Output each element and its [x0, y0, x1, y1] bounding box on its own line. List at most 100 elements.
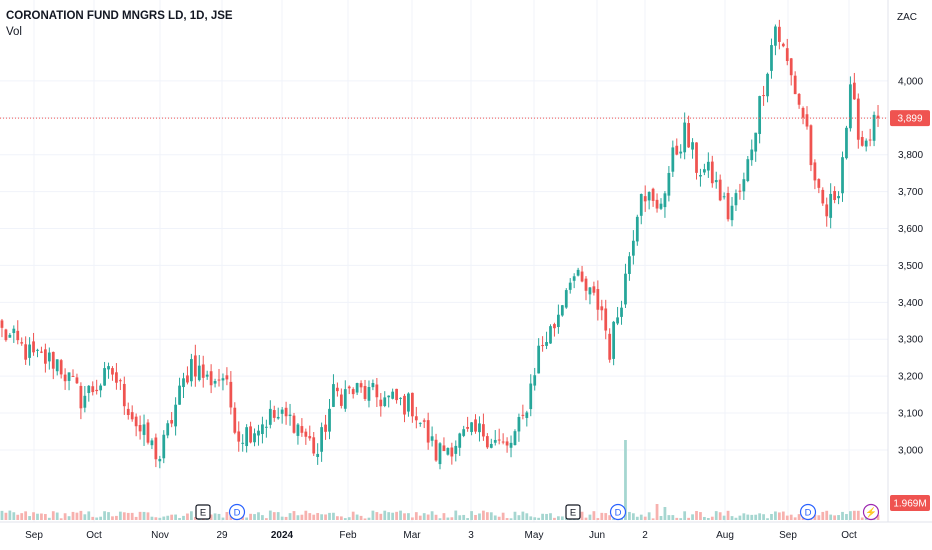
- news-marker[interactable]: ⚡: [862, 503, 880, 521]
- dividend-marker[interactable]: D: [799, 503, 817, 521]
- volume-bar: [793, 517, 797, 520]
- volume-bar: [154, 517, 158, 520]
- candle-body: [856, 98, 860, 140]
- volume-bar: [482, 510, 485, 520]
- candle-body: [517, 416, 521, 432]
- candle-body: [497, 439, 501, 441]
- volume-bar: [825, 510, 829, 520]
- candle-body: [489, 443, 493, 448]
- volume-bars: [0, 440, 880, 520]
- volume-bar: [407, 513, 410, 520]
- candle-body: [142, 424, 146, 435]
- volume-bar: [604, 513, 608, 520]
- volume-bar: [537, 517, 541, 520]
- volume-bar: [399, 510, 402, 520]
- volume-bar: [489, 512, 493, 520]
- candle-body: [679, 151, 683, 154]
- volume-bar: [182, 515, 185, 520]
- candle-body: [837, 196, 840, 199]
- volume-bar: [292, 511, 296, 520]
- candle-body: [99, 385, 103, 391]
- candle-body: [59, 360, 63, 375]
- volume-bar: [257, 512, 260, 520]
- candle-body: [730, 205, 734, 221]
- candle-body: [691, 142, 694, 150]
- candle-body: [316, 453, 320, 457]
- candle-body: [67, 372, 71, 381]
- volume-bar: [509, 518, 513, 520]
- volume-bar: [367, 517, 371, 520]
- volume-bar: [758, 513, 762, 520]
- candle-body: [639, 193, 643, 216]
- event-symbol: E: [200, 508, 206, 519]
- candle-body: [103, 368, 106, 386]
- candle-body: [750, 149, 754, 161]
- candle-body: [683, 122, 687, 153]
- dividend-marker[interactable]: D: [228, 503, 246, 521]
- candle-body: [513, 431, 517, 446]
- volume-bar: [91, 516, 95, 520]
- volume-bar: [268, 510, 272, 520]
- volume-bar: [339, 516, 343, 520]
- candle-body: [213, 381, 217, 384]
- candle-body: [860, 137, 864, 146]
- volume-bar: [470, 511, 473, 520]
- candle-body: [663, 193, 667, 208]
- candle-body: [872, 114, 876, 141]
- candle-body: [16, 330, 20, 341]
- candle-body: [600, 306, 604, 311]
- volume-bar: [446, 517, 450, 520]
- candle-body: [126, 408, 130, 416]
- x-tick-label: 29: [216, 530, 228, 541]
- volume-bar: [79, 510, 83, 520]
- candle-body: [292, 415, 296, 433]
- candle-body: [237, 431, 241, 442]
- volume-bar: [4, 512, 8, 520]
- candle-body: [852, 82, 856, 100]
- volume-bar: [158, 517, 162, 520]
- volume-bar: [387, 512, 391, 520]
- candle-body: [714, 180, 718, 183]
- candle-body: [217, 379, 221, 381]
- candle-body: [549, 326, 552, 344]
- candle-body: [387, 395, 391, 398]
- volume-bar: [95, 517, 99, 520]
- volume-bar: [699, 512, 702, 520]
- volume-bar: [797, 514, 801, 520]
- time-axis[interactable]: Sep Oct Nov 29 2024 Feb Mar 3 May Jun 2 Aug Sep Oct: [25, 530, 857, 541]
- price-axis[interactable]: 3,000 3,100 3,200 3,300 3,400 3,500 3,600 3,700…: [898, 76, 923, 456]
- candle-body: [612, 321, 616, 359]
- volume-bar: [667, 515, 671, 520]
- currency-label[interactable]: ZAC: [897, 12, 917, 23]
- volume-bar: [162, 516, 166, 520]
- volume-bar: [47, 517, 51, 520]
- volume-bar: [213, 513, 217, 520]
- volume-bar: [600, 512, 604, 520]
- candle-body: [651, 188, 655, 201]
- event-symbol: ⚡: [865, 507, 877, 519]
- volume-bar: [280, 516, 284, 520]
- volume-bar: [754, 514, 758, 520]
- volume-indicator-label[interactable]: Vol: [6, 26, 22, 38]
- volume-bar: [639, 514, 643, 520]
- volume-bar: [683, 511, 687, 520]
- candle-body: [624, 273, 627, 305]
- candle-body: [529, 383, 533, 410]
- earnings-marker[interactable]: E: [195, 504, 211, 520]
- candle-body: [509, 442, 513, 448]
- volume-bar: [347, 517, 351, 520]
- candle-body: [36, 349, 39, 351]
- candle-body: [308, 436, 312, 439]
- candle-body: [47, 352, 51, 362]
- volume-bar: [55, 512, 59, 520]
- volume-bar: [391, 512, 395, 520]
- volume-bar: [174, 514, 177, 520]
- volume-bar: [631, 513, 635, 520]
- dividend-marker[interactable]: D: [609, 503, 627, 521]
- volume-bar: [557, 516, 560, 520]
- earnings-marker[interactable]: E: [565, 504, 581, 520]
- candle-body: [533, 375, 537, 386]
- event-markers[interactable]: E D E D D ⚡: [195, 503, 880, 521]
- candle-body: [280, 409, 284, 414]
